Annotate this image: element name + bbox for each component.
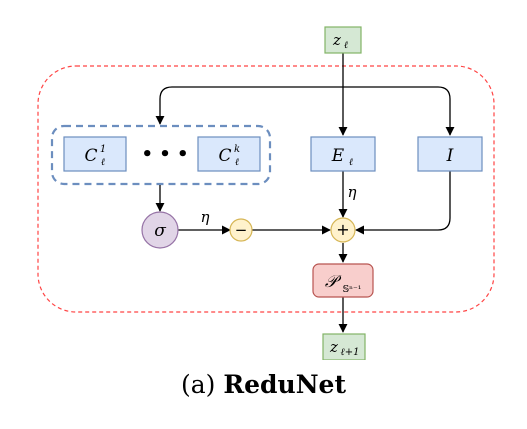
svg-text:C: C xyxy=(218,146,231,166)
svg-text:C: C xyxy=(84,146,97,166)
svg-text:z: z xyxy=(329,338,338,356)
node-minus: − xyxy=(229,218,253,242)
edges xyxy=(155,52,455,333)
dots-ellipsis: • • • xyxy=(141,144,188,165)
node-z-output: z ℓ+1 xyxy=(322,333,366,361)
eta-label-e: η xyxy=(348,183,357,201)
minus-label: − xyxy=(235,221,248,239)
plus-label: + xyxy=(336,220,349,239)
caption-prefix: (a) xyxy=(180,370,216,399)
c-group-boundary xyxy=(50,124,272,186)
outer-block-boundary xyxy=(37,65,495,313)
eta-label-sigma: η xyxy=(201,208,210,226)
node-z-input: z ℓ xyxy=(324,26,362,54)
svg-text:1: 1 xyxy=(100,144,106,155)
svg-text:E: E xyxy=(331,146,345,166)
svg-text:ℓ: ℓ xyxy=(349,157,353,168)
diagram-canvas: z ℓ C 1 ℓ • • • C k ℓ xyxy=(37,26,495,361)
proj-sub: 𝕊ⁿ⁻¹ xyxy=(343,285,362,295)
node-c1: C 1 ℓ xyxy=(63,136,127,172)
svg-text:I: I xyxy=(446,146,454,166)
edge-split-to-group xyxy=(155,86,343,125)
svg-text:𝕊ⁿ⁻¹: 𝕊ⁿ⁻¹ xyxy=(343,285,362,295)
svg-text:z: z xyxy=(332,31,341,49)
figure-caption: (a) ReduNet xyxy=(0,370,527,399)
c1-main: C xyxy=(84,146,97,166)
c1-sub: ℓ xyxy=(101,157,105,168)
node-sigma: σ xyxy=(141,211,179,249)
svg-text:ℓ: ℓ xyxy=(344,40,348,51)
z-output-sub: ℓ+1 xyxy=(341,347,360,358)
node-plus: + xyxy=(330,217,356,243)
svg-text:ℓ: ℓ xyxy=(235,157,239,168)
svg-text:ℓ+1: ℓ+1 xyxy=(341,347,360,358)
c1-sup: 1 xyxy=(100,144,106,155)
z-input-sub: ℓ xyxy=(344,40,348,51)
ck-sup: k xyxy=(234,144,240,155)
ck-main: C xyxy=(218,146,231,166)
e-sub: ℓ xyxy=(349,157,353,168)
node-e: E ℓ xyxy=(310,136,376,172)
i-main: I xyxy=(446,146,454,166)
ck-sub: ℓ xyxy=(235,157,239,168)
e-main: E xyxy=(331,146,345,166)
node-i: I xyxy=(417,136,483,172)
svg-text:k: k xyxy=(234,144,240,155)
z-input-main: z xyxy=(332,31,341,49)
svg-text:ℓ: ℓ xyxy=(101,157,105,168)
caption-title: ReduNet xyxy=(223,370,347,399)
node-projection: 𝒫 𝕊ⁿ⁻¹ xyxy=(312,263,374,298)
edge-i-to-plus xyxy=(355,170,451,235)
node-ck: C k ℓ xyxy=(197,136,261,172)
sigma-label: σ xyxy=(154,221,166,241)
z-output-main: z xyxy=(329,338,338,356)
edge-split-to-i xyxy=(343,86,455,136)
